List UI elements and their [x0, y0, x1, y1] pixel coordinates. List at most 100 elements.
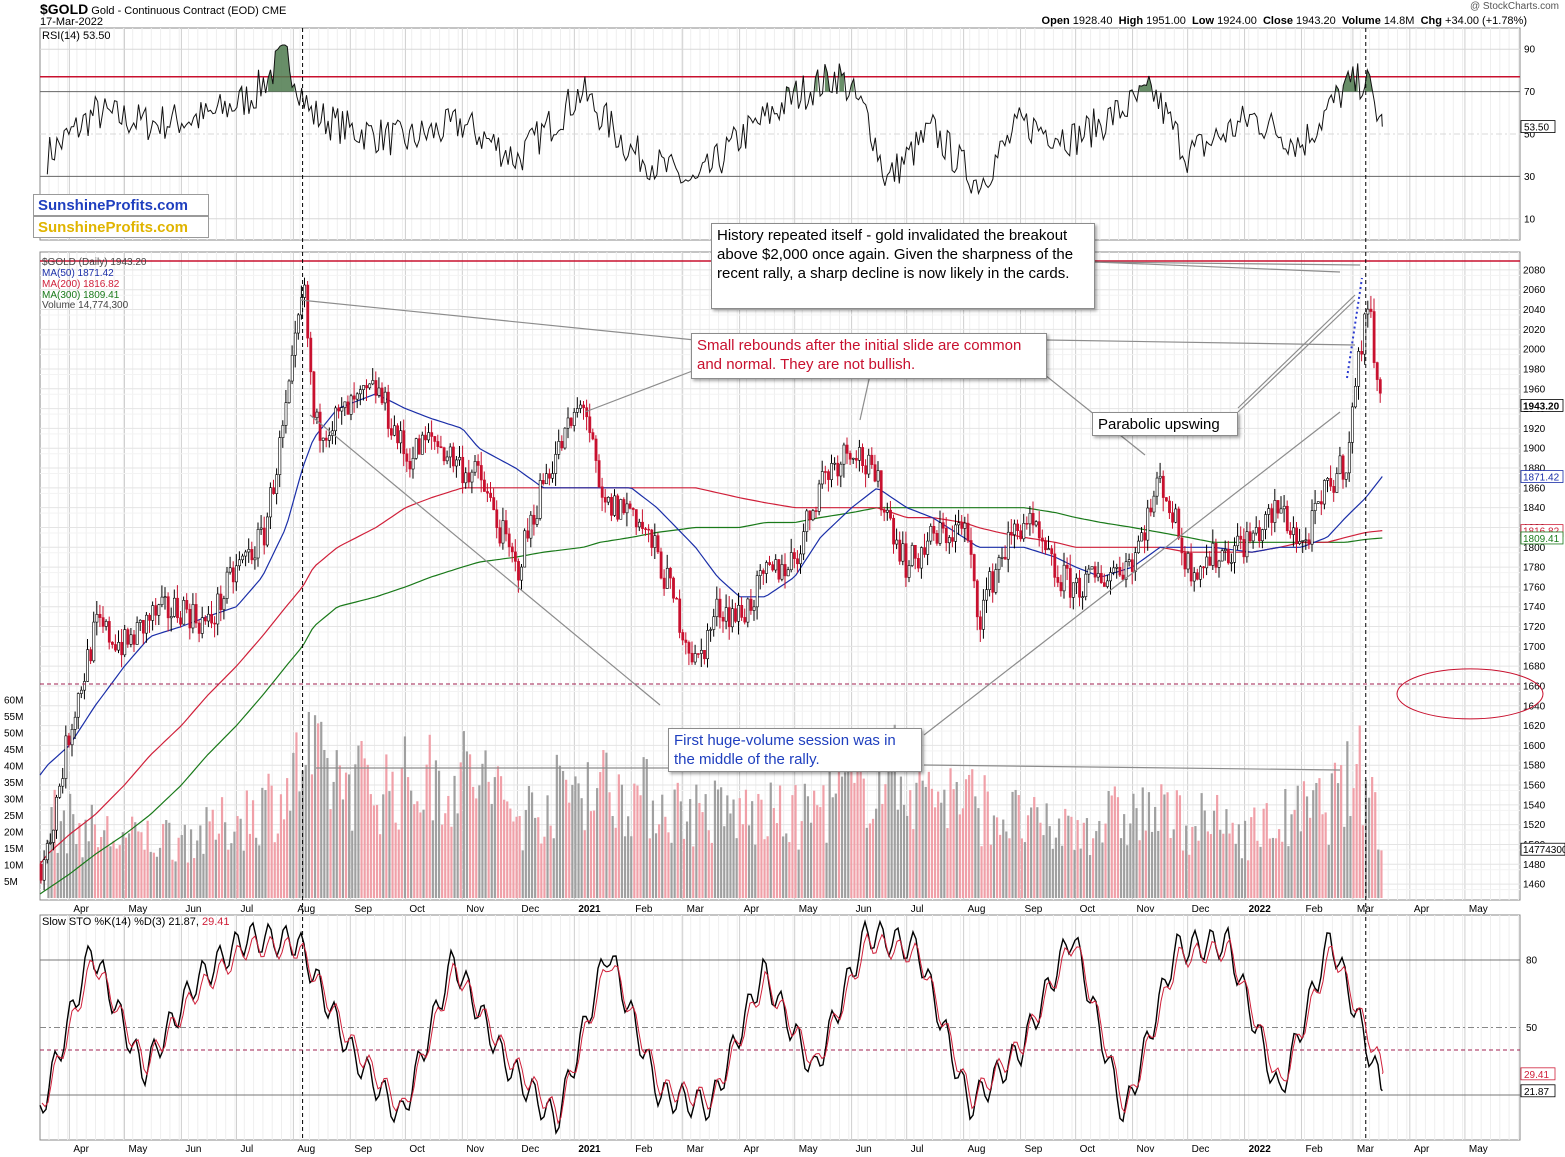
volume-bar	[186, 862, 190, 898]
volume-bar	[1185, 825, 1188, 898]
price-candle-body	[845, 444, 849, 454]
price-x-tick-label: Feb	[635, 904, 653, 915]
volume-bar	[915, 782, 918, 898]
volume-bar	[599, 772, 602, 898]
volume-bar	[986, 791, 989, 898]
volume-bar	[614, 827, 617, 898]
price-candle-body	[616, 495, 620, 520]
volume-bar	[56, 852, 59, 898]
price-candle-body	[907, 565, 911, 578]
price-x-tick-label: May	[799, 904, 818, 915]
price-candle-body	[870, 454, 874, 465]
price-candle-body	[548, 473, 551, 479]
volume-bar	[478, 785, 481, 898]
price-candle-body	[1053, 553, 1057, 578]
price-candle-body	[957, 522, 961, 526]
price-candle-body	[721, 616, 725, 622]
volume-bar	[1141, 787, 1144, 898]
volume-bar	[825, 842, 828, 898]
volume-bar	[558, 765, 562, 898]
price-candle-body	[1354, 385, 1357, 408]
price-tick-label: 1800	[1523, 543, 1546, 554]
volume-bar	[236, 816, 239, 898]
volume-bar	[419, 812, 422, 898]
price-candle-body	[1335, 473, 1339, 493]
volume-bar	[692, 846, 695, 898]
volume-bar	[444, 813, 447, 898]
volume-bar	[654, 833, 658, 898]
volume-bar	[735, 838, 738, 898]
price-candle-body	[535, 518, 539, 525]
price-candle-body	[774, 559, 778, 571]
price-candle-body	[343, 401, 347, 408]
price-candle-body	[637, 521, 641, 528]
price-candle-body	[696, 653, 700, 655]
volume-bar	[862, 778, 865, 898]
price-candle-body	[244, 551, 248, 557]
price-candle-body	[1208, 556, 1212, 566]
volume-bar	[592, 810, 596, 898]
price-candle-body	[1093, 566, 1097, 578]
volume-bar	[121, 832, 124, 898]
volume-bar	[360, 740, 363, 898]
price-candle-body	[98, 614, 102, 618]
price-candle-body	[235, 565, 238, 583]
price-candle-body	[142, 619, 145, 634]
volume-bar	[326, 758, 329, 898]
volume-bar	[909, 790, 912, 898]
price-candle-body	[399, 430, 403, 444]
price-tick-label: 2040	[1523, 305, 1546, 316]
price-candle-body	[427, 432, 431, 441]
volume-bar	[217, 833, 221, 898]
price-candle-body	[1158, 475, 1162, 479]
volume-bar	[1051, 848, 1054, 898]
price-candle-body	[641, 521, 644, 529]
price-candle-body	[833, 462, 837, 465]
price-candle-body	[1304, 539, 1308, 542]
price-candle-body	[1230, 562, 1233, 564]
volume-bar	[658, 824, 661, 898]
price-x-tick-label: Oct	[409, 904, 425, 915]
price-candle-body	[45, 843, 49, 861]
price-candle-body	[560, 441, 564, 449]
sto-x-tick-label: Jun	[856, 1144, 872, 1155]
target-ellipse	[1396, 668, 1544, 720]
price-candle-body	[296, 314, 300, 334]
price-candle-body	[204, 617, 207, 622]
volume-bar	[1076, 820, 1079, 898]
price-candle-body	[656, 535, 660, 553]
volume-bar	[512, 821, 515, 898]
volume-bar	[1364, 779, 1368, 898]
volume-bar	[868, 823, 872, 898]
sto-legend-d: 29.41	[201, 916, 230, 928]
volume-bar	[59, 821, 62, 898]
price-candle-body	[377, 387, 381, 396]
price-candle-body	[393, 425, 396, 436]
high-label: High	[1118, 15, 1144, 27]
price-candle-body	[1161, 475, 1165, 498]
price-candle-body	[92, 621, 96, 662]
volume-bar	[434, 760, 438, 898]
price-candle-body	[1044, 540, 1047, 551]
rsi-overbought-fill	[815, 69, 818, 92]
volume-bar	[1243, 820, 1247, 898]
volume-bar	[1324, 812, 1327, 898]
volume-bar	[887, 730, 890, 898]
volume-bar	[853, 782, 856, 898]
rsi-tick-label: 90	[1524, 45, 1536, 56]
price-candle-body	[1360, 351, 1364, 355]
volume-bar	[896, 809, 899, 898]
volume-bar	[93, 824, 97, 898]
price-candle-body	[861, 447, 865, 466]
price-candle-body	[349, 395, 353, 415]
volume-bar	[865, 827, 868, 898]
volume-bar	[1336, 783, 1340, 898]
volume-bar	[177, 837, 180, 898]
volume-bar	[1225, 809, 1228, 898]
volume-bar	[586, 762, 589, 898]
price-candle-body	[1152, 495, 1156, 513]
price-candle-body	[1242, 539, 1246, 558]
volume-bar	[952, 789, 955, 898]
price-candle-body	[969, 540, 973, 555]
price-candle-body	[1313, 503, 1317, 511]
